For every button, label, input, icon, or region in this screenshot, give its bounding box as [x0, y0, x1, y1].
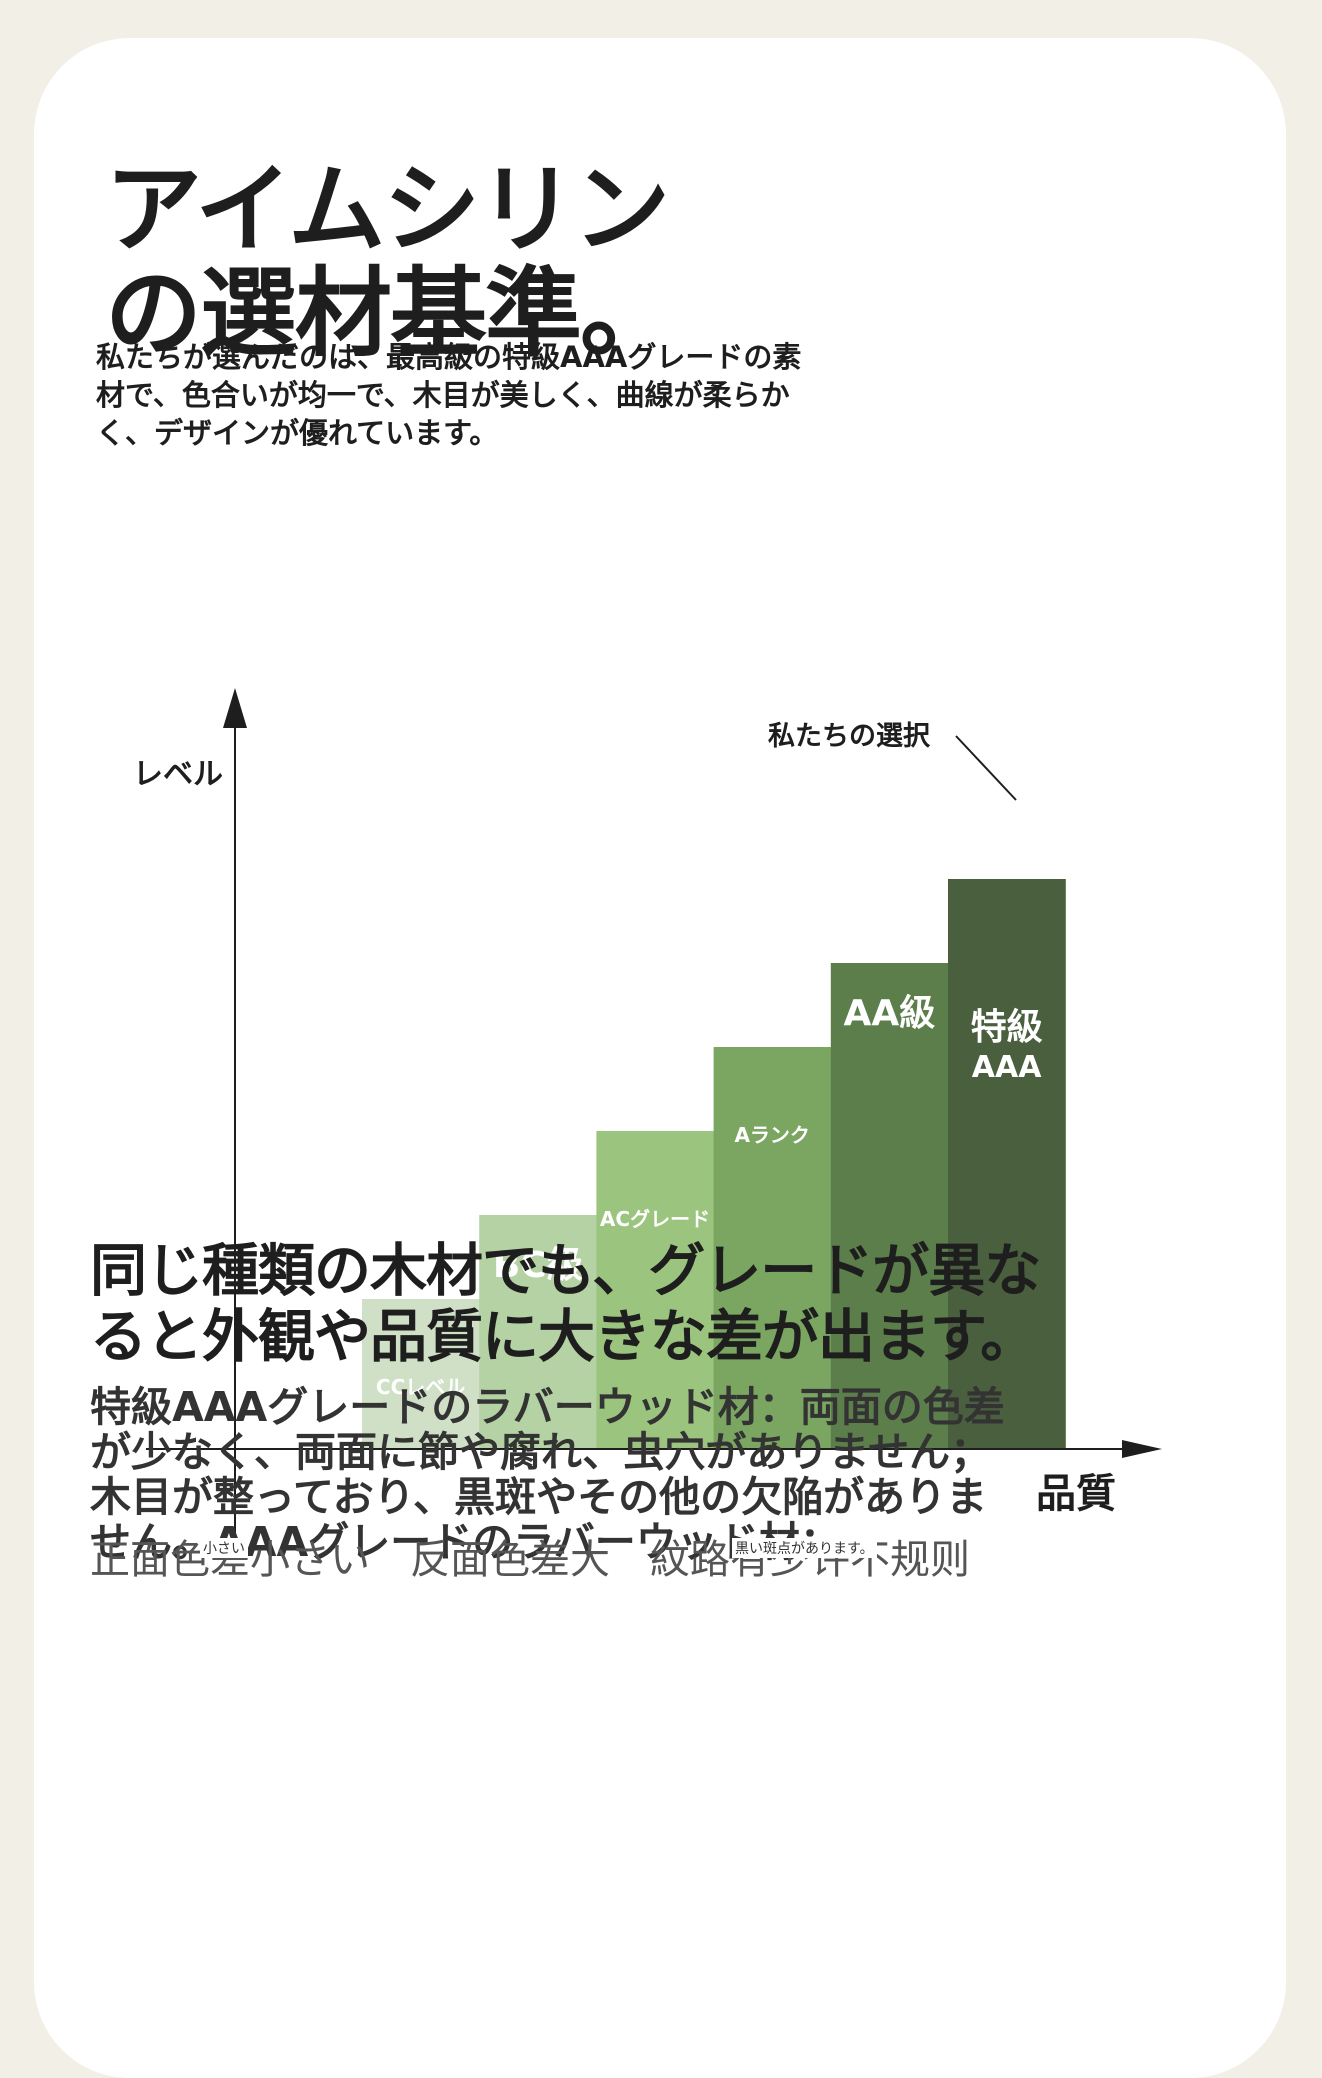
bar-5 [830, 963, 949, 1449]
grade-level-chart: CCレベル BC級 ACグレード Aランク AA級 特級AAA レベル 品質 私たちの選択 [133, 688, 1162, 1538]
intro-paragraph: 私たちが選んだのは、最高級の特級AAAグレードの素 材で、色合いが均一で、木目が… [96, 338, 1236, 452]
bar-1 [362, 1299, 480, 1449]
bar-label-5: AA級 [844, 993, 936, 1034]
intro-line-2: 材で、色合いが均一で、木目が美しく、曲線が柔らか [96, 378, 790, 412]
bar-6 [948, 879, 1066, 1449]
grade-description: 特級AAAグレードのラバーウッド材：両面の色差 が少なく、両面に節や腐れ、虫穴が… [90, 1385, 1310, 1565]
selection-annotation: 私たちの選択 [768, 721, 931, 752]
page-title-line-2: の選材基準。 [105, 257, 677, 370]
page-title-line-1: アイムシリン [105, 153, 670, 266]
cropped-comparison-row: 正面色差小さい 反面色差大 紋路有少许不规则 小さい 黒い斑点があります。 [90, 1538, 1290, 1598]
y-axis-label: レベル [133, 757, 223, 792]
bar-label-1: CCレベル [376, 1375, 465, 1399]
section-heading-line-1: 同じ種類の木材でも、グレードが異な [90, 1238, 1041, 1304]
bar-label-3: ACグレード [600, 1207, 710, 1231]
x-axis-label: 品質 [1036, 1471, 1116, 1517]
description-line-3: 木目が整っており、黒斑やその他の欠陥がありま [90, 1473, 988, 1521]
bar-4 [713, 1047, 832, 1449]
description-line-1: 特級AAAグレードのラバーウッド材：両面の色差 [90, 1383, 1005, 1431]
bar-label-6-line-2: AAA [972, 1050, 1042, 1085]
bars-group: CCレベル BC級 ACグレード Aランク AA級 特級AAA [362, 879, 1066, 1449]
description-line-2: が少なく、両面に節や腐れ、虫穴がありません； [90, 1428, 992, 1476]
intro-line-1: 私たちが選んだのは、最高級の特級AAAグレードの素 [96, 340, 802, 374]
page-title: アイムシリン の選材基準。 [105, 158, 1205, 366]
bar-label-4: Aランク [734, 1123, 809, 1147]
bar-label-2: BC級 [493, 1245, 583, 1286]
y-axis-arrow-icon [223, 688, 247, 728]
bar-3 [596, 1131, 715, 1449]
section-heading: 同じ種類の木材でも、グレードが異な ると外観や品質に大きな差が出ます。 [90, 1238, 1290, 1370]
x-axis-arrow-icon [1122, 1440, 1162, 1458]
comparison-caption-small: 小さい [200, 1538, 248, 1558]
content-card [34, 38, 1286, 2078]
bar-label-6-line-1: 特級 [971, 1007, 1043, 1048]
bar-2 [479, 1215, 597, 1449]
annotation-pointer-line [955, 735, 1017, 801]
intro-line-3: く、デザインが優れています。 [96, 416, 499, 450]
comparison-caption-spots: 黒い斑点があります。 [732, 1538, 877, 1558]
section-heading-line-2: ると外観や品質に大きな差が出ます。 [90, 1304, 1037, 1370]
